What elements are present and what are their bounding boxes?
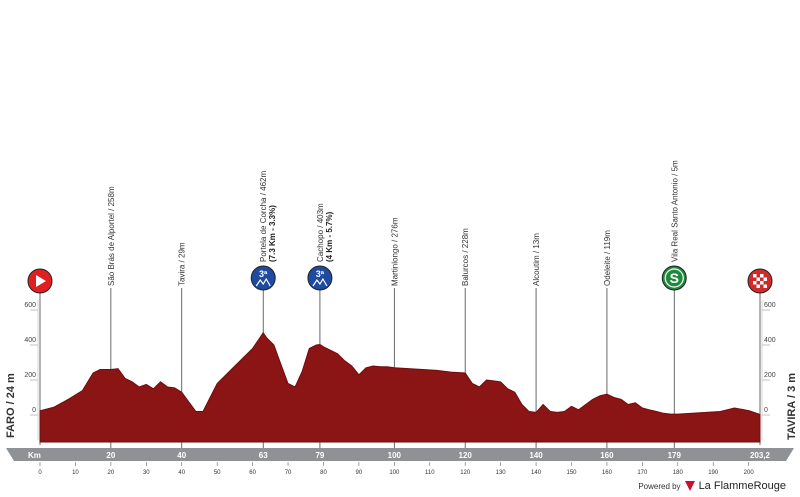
km-marker: 160 [600, 451, 614, 460]
checker-cell [753, 284, 757, 288]
mountain-icon [312, 277, 328, 287]
x-tick-label: 80 [320, 470, 327, 476]
x-tick-label: 190 [708, 470, 719, 476]
x-tick-label: 70 [285, 470, 292, 476]
km-marker: 120 [459, 451, 473, 460]
x-tick-label: 40 [178, 470, 185, 476]
x-tick-label: 160 [602, 470, 613, 476]
y-tick-right: 200 [764, 372, 776, 379]
checker-cell [763, 277, 767, 281]
waypoint-label: Vila Real Santo Antonio / 5m [670, 160, 679, 262]
km-bar [6, 448, 794, 461]
y-tick-left: 200 [24, 372, 36, 379]
x-tick-label: 20 [108, 470, 115, 476]
waypoint-name: Martinlongo / 276m [390, 217, 399, 286]
x-tick-label: 130 [496, 470, 507, 476]
checker-cell [756, 274, 760, 278]
waypoint-label: Alcoutim / 13m [532, 233, 541, 286]
y-tick-left: 400 [24, 337, 36, 344]
x-tick-label: 110 [425, 470, 435, 476]
waypoint-name: Vila Real Santo Antonio / 5m [670, 160, 679, 262]
finish-label: TAVIRA / 3 m [786, 373, 798, 440]
x-tick-label: 140 [531, 470, 542, 476]
checker-cell [760, 284, 764, 288]
waypoint-label: Tavira / 29m [178, 242, 187, 286]
checker-cell [763, 274, 767, 278]
waypoint-name: Odeleite / 119m [603, 230, 612, 286]
waypoint-label: Odeleite / 119m [603, 230, 612, 286]
checker-cell [753, 281, 757, 285]
y-tick-right: 400 [764, 337, 776, 344]
climb-badge-text: 3ª [259, 269, 268, 279]
waypoint-name: Portela de Corcha / 462m [259, 171, 268, 262]
km-marker: 79 [315, 451, 324, 460]
checker-cell [756, 281, 760, 285]
waypoint-name: Alcoutim / 13m [532, 233, 541, 286]
mountain-icon [255, 277, 271, 287]
x-tick-label: 10 [72, 470, 79, 476]
waypoint-detail: (7.3 Km - 3.3%) [268, 205, 277, 262]
x-tick-label: 200 [744, 470, 755, 476]
checker-cell [756, 284, 760, 288]
x-tick-label: 120 [460, 470, 471, 476]
checker-cell [760, 274, 764, 278]
climb-badge-text: 3ª [316, 269, 325, 279]
km-marker: 179 [668, 451, 682, 460]
x-tick-label: 90 [356, 470, 363, 476]
km-marker: 203,2 [750, 451, 771, 460]
x-tick-label: 180 [673, 470, 684, 476]
x-tick-label: 50 [214, 470, 221, 476]
play-icon [36, 275, 46, 287]
sprint-badge-text: S [670, 270, 679, 286]
waypoint-label: Balurcos / 228m [461, 228, 470, 286]
y-tick-right: 600 [764, 302, 776, 309]
start-label: FARO / 24 m [5, 373, 17, 438]
checker-cell [753, 277, 757, 281]
x-tick-label: 0 [38, 470, 42, 476]
waypoint-label: Martinlongo / 276m [390, 217, 399, 286]
flamme-rouge-logo-icon [684, 481, 695, 491]
checker-cell [756, 277, 760, 281]
footer: Powered by La FlammeRouge [638, 480, 786, 492]
waypoint-name: Cachopo / 403m [316, 203, 325, 262]
waypoint-detail: (4 Km - 5.7%) [325, 211, 334, 262]
sprint-badge-ring [664, 268, 684, 288]
powered-by-text: Powered by [638, 481, 681, 491]
y-tick-left: 600 [24, 302, 36, 309]
waypoint-name: São Brás de Alportel / 258m [107, 186, 116, 286]
km-marker: 100 [388, 451, 402, 460]
waypoint-label: São Brás de Alportel / 258m [107, 186, 116, 286]
x-tick-label: 150 [566, 470, 577, 476]
brand-name: La FlammeRouge [698, 480, 786, 492]
km-bar-label: Km [28, 451, 41, 460]
x-tick-label: 30 [143, 470, 150, 476]
elevation-profile-area [39, 331, 761, 443]
x-tick-label: 60 [249, 470, 256, 476]
waypoint-name: Tavira / 29m [178, 242, 187, 286]
checker-cell [760, 281, 764, 285]
checker-cell [760, 277, 764, 281]
km-marker: 20 [106, 451, 115, 460]
waypoint-label: Portela de Corcha / 462m (7.3 Km - 3.3%) [259, 171, 277, 262]
waypoint-name: Balurcos / 228m [461, 228, 470, 286]
waypoint-label: Cachopo / 403m (4 Km - 5.7%) [316, 203, 334, 262]
km-marker: 63 [259, 451, 268, 460]
y-tick-right: 0 [764, 407, 768, 414]
km-marker: 40 [177, 451, 186, 460]
km-marker: 140 [529, 451, 543, 460]
checker-cell [763, 284, 767, 288]
x-tick-label: 170 [637, 470, 648, 476]
x-tick-label: 100 [389, 470, 400, 476]
checker-cell [753, 274, 757, 278]
y-tick-left: 0 [32, 407, 36, 414]
checker-cell [763, 281, 767, 285]
